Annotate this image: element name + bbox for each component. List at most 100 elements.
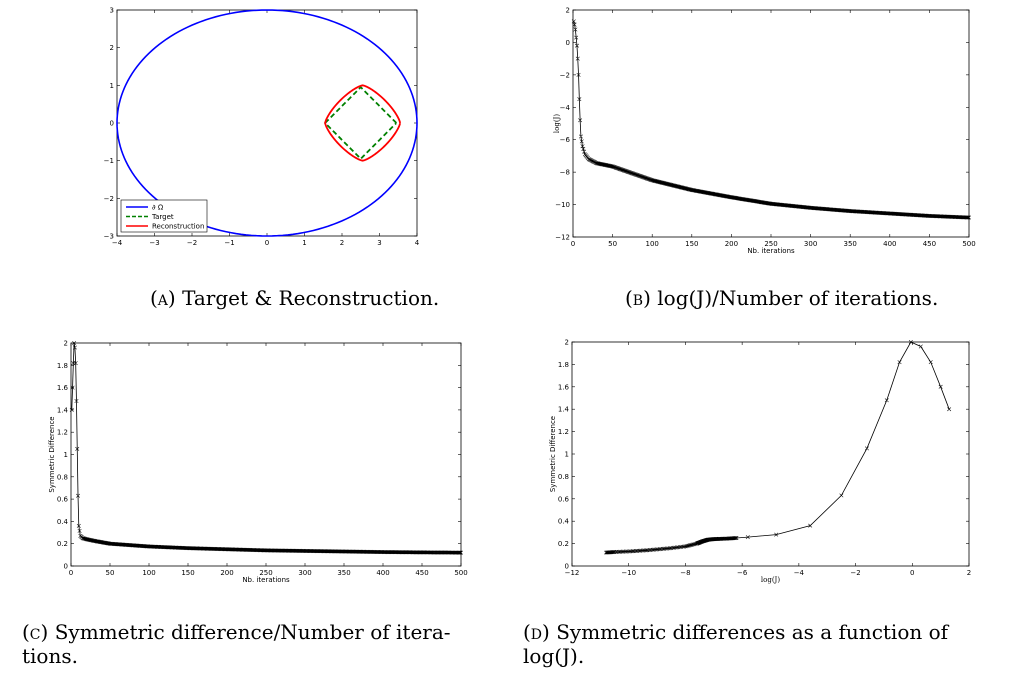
x-tick-label: 500: [962, 240, 975, 248]
y-tick-label: 0: [110, 120, 114, 128]
x-tick-label: 250: [259, 569, 272, 577]
y-tick-label: 0: [64, 563, 68, 571]
y-tick-label: 3: [110, 7, 114, 15]
caption-b-text: log(J)/Number of iterations.: [657, 286, 939, 310]
x-tick-label: 100: [646, 240, 659, 248]
x-tick-label: −1: [224, 239, 234, 247]
caption-d-letter: (d): [523, 620, 550, 644]
x-tick-label: 50: [106, 569, 115, 577]
x-tick-label: 0: [69, 569, 73, 577]
panel-c-chart: 0 50 100 150 200 250 300 350 400 450 500 0 0.2 0.4 0.6…: [48, 340, 468, 585]
caption-a-text: Target & Reconstruction.: [182, 286, 440, 310]
x-tick-label: 300: [298, 569, 311, 577]
caption-c-letter: (c): [22, 620, 49, 644]
caption-c-text: Symmetric difference/Number of itera-: [54, 620, 451, 644]
x-tick-label: 450: [923, 240, 936, 248]
y-tick-label: 0.6: [57, 496, 69, 504]
x-tick-label: 2: [967, 569, 971, 577]
x-tick-label: 500: [454, 569, 467, 577]
y-tick-label: −2: [104, 195, 114, 203]
y-tick-label: 1.2: [558, 428, 569, 436]
y-tick-label: 1.8: [558, 361, 569, 369]
x-tick-label: 350: [844, 240, 857, 248]
x-tick-label: −4: [794, 569, 805, 577]
caption-d: (d) Symmetric differences as a function …: [523, 620, 948, 668]
y-tick-label: 1.6: [57, 384, 69, 392]
y-tick-label: 0.8: [558, 473, 569, 481]
y-tick-label: 2: [110, 44, 114, 52]
x-tick-label: 100: [142, 569, 155, 577]
series-line-reconstruction: [324, 84, 402, 162]
x-tick-label: −4: [112, 239, 123, 247]
y-tick-label: 0.8: [57, 473, 68, 481]
caption-d-text: Symmetric differences as a function of: [556, 620, 949, 644]
y-tick-label: 1.4: [558, 406, 570, 414]
x-tick-label: −10: [621, 569, 636, 577]
caption-c-text-line2: tions.: [22, 644, 78, 668]
plot-frame: [571, 341, 970, 567]
x-tick-label: −2: [187, 239, 197, 247]
x-tick-label: 450: [415, 569, 428, 577]
x-tick-label: 150: [181, 569, 194, 577]
x-tick-label: 1: [302, 239, 306, 247]
legend-label: Reconstruction: [152, 223, 204, 231]
x-tick-label: 400: [376, 569, 389, 577]
x-tick-label: −12: [565, 569, 580, 577]
y-tick-label: −2: [560, 71, 570, 79]
x-axis-label: Nb. iterations: [242, 576, 290, 584]
y-tick-label: −12: [555, 234, 570, 242]
legend-label: ∂ Ω: [152, 204, 164, 212]
caption-c: (c) Symmetric difference/Number of itera…: [22, 620, 451, 668]
series-markers: [571, 19, 971, 220]
y-tick-label: 2: [565, 339, 569, 347]
y-tick-label: 0.4: [57, 518, 69, 526]
y-tick-label: −10: [555, 201, 570, 209]
y-tick-label: 1.2: [57, 429, 68, 437]
legend-label: Target: [151, 213, 174, 221]
x-tick-label: 0: [571, 240, 575, 248]
y-tick-label: 1.6: [558, 383, 570, 391]
x-tick-label: −2: [850, 569, 860, 577]
y-tick-label: −3: [104, 233, 114, 241]
x-tick-label: 0: [910, 569, 914, 577]
caption-b-letter: (b): [625, 286, 651, 310]
x-tick-label: 3: [377, 239, 381, 247]
series-markers: [604, 340, 952, 555]
series-line-: [116, 9, 418, 237]
x-tick-label: 4: [415, 239, 420, 247]
y-tick-label: 1.4: [57, 406, 69, 414]
x-tick-label: 2: [340, 239, 344, 247]
y-tick-label: −6: [560, 136, 571, 144]
x-tick-label: 0: [265, 239, 269, 247]
y-tick-label: −4: [560, 104, 571, 112]
y-tick-label: 2: [64, 340, 68, 348]
y-axis-label: log(J): [553, 114, 561, 133]
y-tick-label: 1: [64, 451, 68, 459]
y-tick-label: 0.2: [558, 540, 569, 548]
x-axis-label: Nb. iterations: [747, 247, 795, 255]
y-tick-label: 0.6: [558, 495, 570, 503]
x-tick-label: 200: [220, 569, 233, 577]
y-axis-label: Symmetric Difference: [549, 416, 557, 492]
x-tick-label: 300: [804, 240, 817, 248]
y-tick-label: 0.2: [57, 540, 68, 548]
x-tick-label: −8: [680, 569, 690, 577]
series-markers: [69, 341, 463, 555]
y-tick-label: −8: [560, 169, 570, 177]
y-tick-label: 0: [566, 39, 570, 47]
y-tick-label: 0: [565, 563, 569, 571]
x-tick-label: −6: [737, 569, 748, 577]
y-tick-label: 1: [565, 451, 569, 459]
panel-b-chart: 0 50 100 150 200 250 300 350 400 450 500 −12 −10 −8 −6…: [553, 7, 976, 256]
x-tick-label: 250: [764, 240, 777, 248]
caption-a: (a) Target & Reconstruction.: [150, 286, 439, 310]
y-tick-label: 1: [110, 82, 114, 90]
caption-d-text-line2: log(J).: [523, 644, 585, 668]
plot-frame: [116, 9, 418, 237]
x-tick-label: 150: [685, 240, 698, 248]
y-tick-label: 1.8: [57, 362, 68, 370]
caption-b: (b) log(J)/Number of iterations.: [625, 286, 938, 310]
x-tick-label: 200: [725, 240, 738, 248]
plot-frame: [70, 342, 462, 567]
